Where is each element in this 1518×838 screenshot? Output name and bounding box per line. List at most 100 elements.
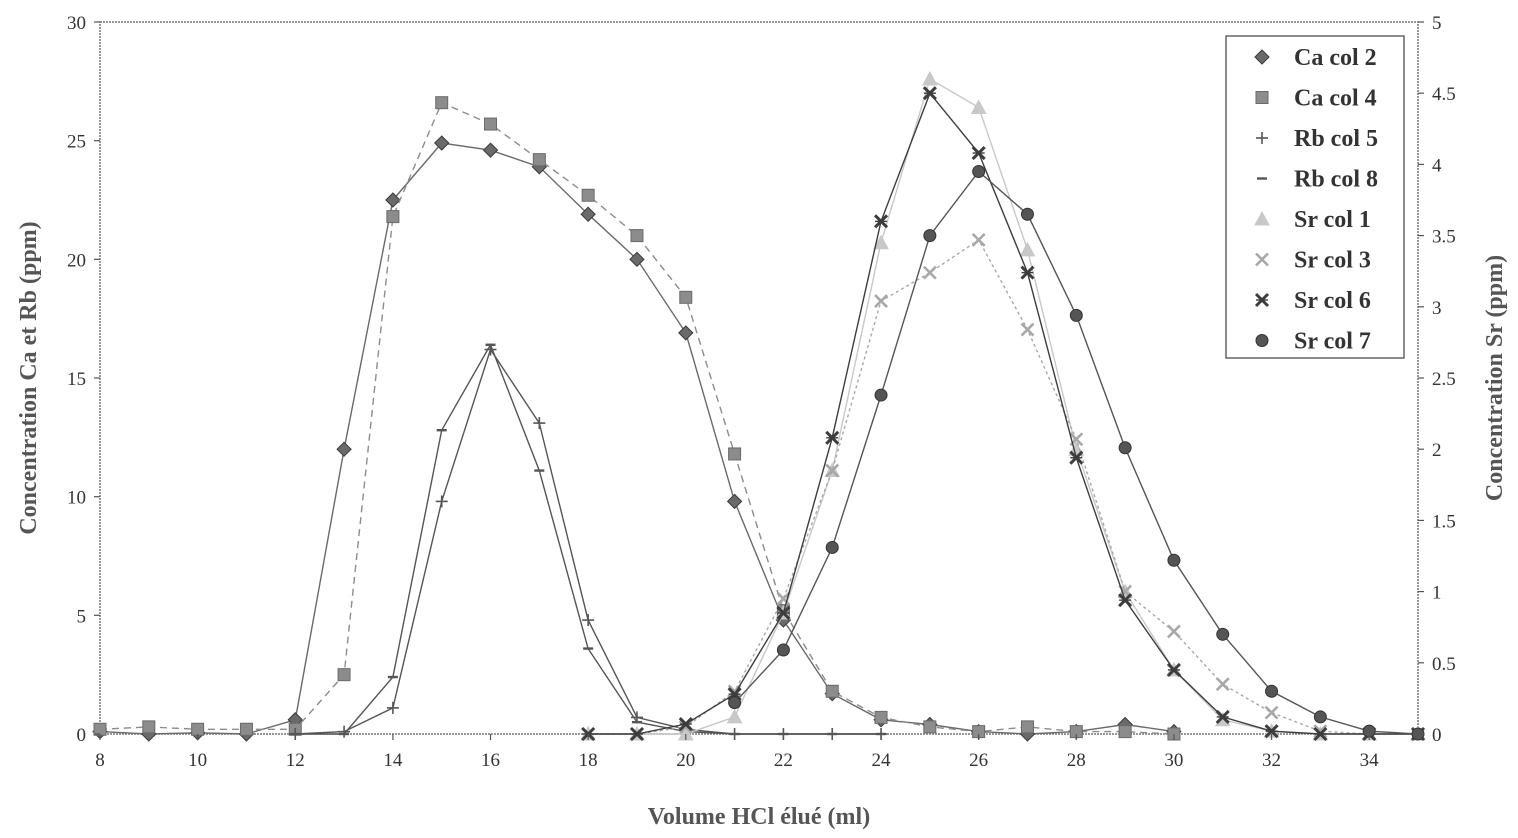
data-point-sr-col-6	[1166, 662, 1181, 677]
data-point-sr-col-3	[678, 719, 693, 734]
legend-item-sr-col-1: Sr col 1	[1254, 207, 1371, 233]
legend-item-sr-col-7: Sr col 7	[1255, 329, 1371, 355]
data-point-sr-col-1	[922, 70, 938, 86]
legend-marker-sr-col-6	[1254, 292, 1270, 308]
x-tick-label: 24	[872, 750, 892, 771]
data-point-sr-col-3	[1313, 724, 1328, 739]
data-point-ca-col-2	[482, 142, 499, 158]
y-left-tick-label: 15	[67, 369, 86, 390]
data-point-ca-col-4	[581, 188, 595, 202]
data-point-rb-col-5	[338, 725, 351, 738]
series-sr-col-7	[728, 165, 1425, 741]
legend-label-sr-col-7: Sr col 7	[1294, 329, 1371, 355]
x-tick-label: 14	[383, 750, 403, 771]
data-point-sr-col-3	[825, 463, 840, 478]
data-point-sr-col-7	[776, 643, 790, 657]
data-point-ca-col-4	[923, 720, 937, 734]
y-right-tick-label: 1	[1432, 583, 1442, 604]
legend: Ca col 2 Ca col 4 Rb col 5 Rb col 8 Sr col 1…	[1225, 35, 1405, 359]
x-tick-label: 34	[1360, 750, 1380, 771]
x-tick-label: 30	[1164, 750, 1183, 771]
data-point-ca-col-2	[336, 441, 352, 457]
data-point-rb-col-5	[386, 701, 399, 714]
series-sr-col-6	[581, 86, 1426, 742]
data-point-sr-col-6	[825, 430, 840, 445]
data-point-sr-col-3	[1215, 677, 1230, 692]
data-point-ca-col-2	[678, 325, 694, 341]
data-point-sr-col-7	[1167, 553, 1181, 567]
y-right-tick-label: 0	[1432, 725, 1442, 746]
data-point-sr-col-6	[873, 214, 889, 229]
data-point-sr-col-7	[1020, 207, 1034, 221]
data-point-sr-col-7	[874, 388, 888, 402]
y-left-tick-label: 25	[67, 132, 86, 153]
legend-label-ca-col-2: Ca col 2	[1294, 45, 1377, 71]
data-point-sr-col-6	[971, 145, 986, 161]
x-axis-title: Volume HCl élué (ml)	[648, 804, 870, 830]
y-left-tick-label: 20	[67, 250, 86, 271]
x-tick-label: 10	[188, 750, 207, 771]
data-point-sr-col-6	[1020, 265, 1035, 280]
y-right-tick-label: 3	[1432, 298, 1442, 319]
data-point-ca-col-4	[142, 720, 156, 734]
data-point-rb-col-5	[533, 417, 546, 430]
legend-item-sr-col-3: Sr col 3	[1255, 248, 1371, 274]
data-point-sr-col-1	[1019, 241, 1036, 257]
data-point-ca-col-4	[679, 290, 693, 304]
x-tick-label: 26	[969, 750, 988, 771]
data-point-ca-col-4	[484, 117, 498, 131]
legend-item-ca-col-2: Ca col 2	[1254, 45, 1377, 71]
legend-item-sr-col-6: Sr col 6	[1254, 288, 1371, 314]
data-point-sr-col-7	[923, 229, 937, 243]
data-point-sr-col-7	[1118, 441, 1132, 455]
data-point-sr-col-6	[1069, 450, 1084, 465]
y-right-tick-label: 3.5	[1432, 227, 1456, 248]
y-right-tick-label: 4.5	[1432, 84, 1456, 105]
legend-label-sr-col-1: Sr col 1	[1294, 207, 1371, 233]
x-tick-label: 32	[1262, 750, 1281, 771]
data-point-sr-col-3	[971, 232, 986, 247]
y-left-tick-label: 5	[77, 606, 87, 627]
legend-label-sr-col-3: Sr col 3	[1294, 248, 1371, 274]
legend-label-rb-col-5: Rb col 5	[1294, 126, 1378, 152]
plot-area	[99, 21, 1419, 735]
series-ca-col-4	[93, 96, 1181, 741]
legend-label-ca-col-4: Ca col 4	[1294, 86, 1377, 112]
y-right-tick-label: 2.5	[1432, 369, 1456, 390]
data-point-sr-col-3	[1264, 705, 1279, 720]
data-point-ca-col-4	[1118, 725, 1132, 739]
x-tick-label: 16	[481, 750, 500, 771]
legend-marker-sr-col-7	[1255, 334, 1269, 347]
legend-marker-ca-col-4	[1255, 91, 1269, 104]
data-point-sr-col-7	[1313, 710, 1327, 724]
data-point-ca-col-2	[385, 192, 401, 208]
legend-item-ca-col-4: Ca col 4	[1255, 86, 1377, 112]
y-left-tick-label: 30	[67, 13, 86, 34]
x-tick-label: 22	[774, 750, 793, 771]
x-tick-label: 12	[286, 750, 305, 771]
data-point-sr-col-6	[1264, 724, 1279, 739]
data-point-ca-col-4	[630, 229, 644, 243]
data-point-ca-col-2	[433, 135, 450, 151]
data-point-sr-col-3	[874, 294, 888, 309]
data-point-sr-col-1	[726, 708, 743, 724]
data-point-sr-col-3	[776, 591, 791, 606]
data-point-ca-col-4	[435, 96, 449, 110]
data-point-sr-col-6	[1313, 726, 1328, 742]
data-point-ca-col-4	[874, 710, 888, 724]
y-right-tick-label: 1.5	[1432, 511, 1456, 532]
y-right-tick-label: 4	[1432, 155, 1442, 176]
data-point-ca-col-2	[726, 493, 743, 510]
data-point-ca-col-4	[728, 447, 742, 461]
y-left-axis-title: Concentration Ca et Rb (ppm)	[16, 221, 42, 534]
y-right-axis-title: Concentration Sr (ppm)	[1482, 255, 1508, 501]
legend-marker-rb-col-5	[1256, 132, 1268, 144]
legend-item-rb-col-8: Rb col 8	[1257, 167, 1378, 193]
data-point-ca-col-4	[1020, 720, 1034, 734]
legend-marker-ca-col-2	[1254, 49, 1270, 65]
data-point-ca-col-4	[825, 684, 839, 698]
data-point-ca-col-4	[386, 210, 400, 224]
legend-item-rb-col-5: Rb col 5	[1256, 126, 1378, 152]
data-point-sr-col-7	[1216, 627, 1230, 641]
